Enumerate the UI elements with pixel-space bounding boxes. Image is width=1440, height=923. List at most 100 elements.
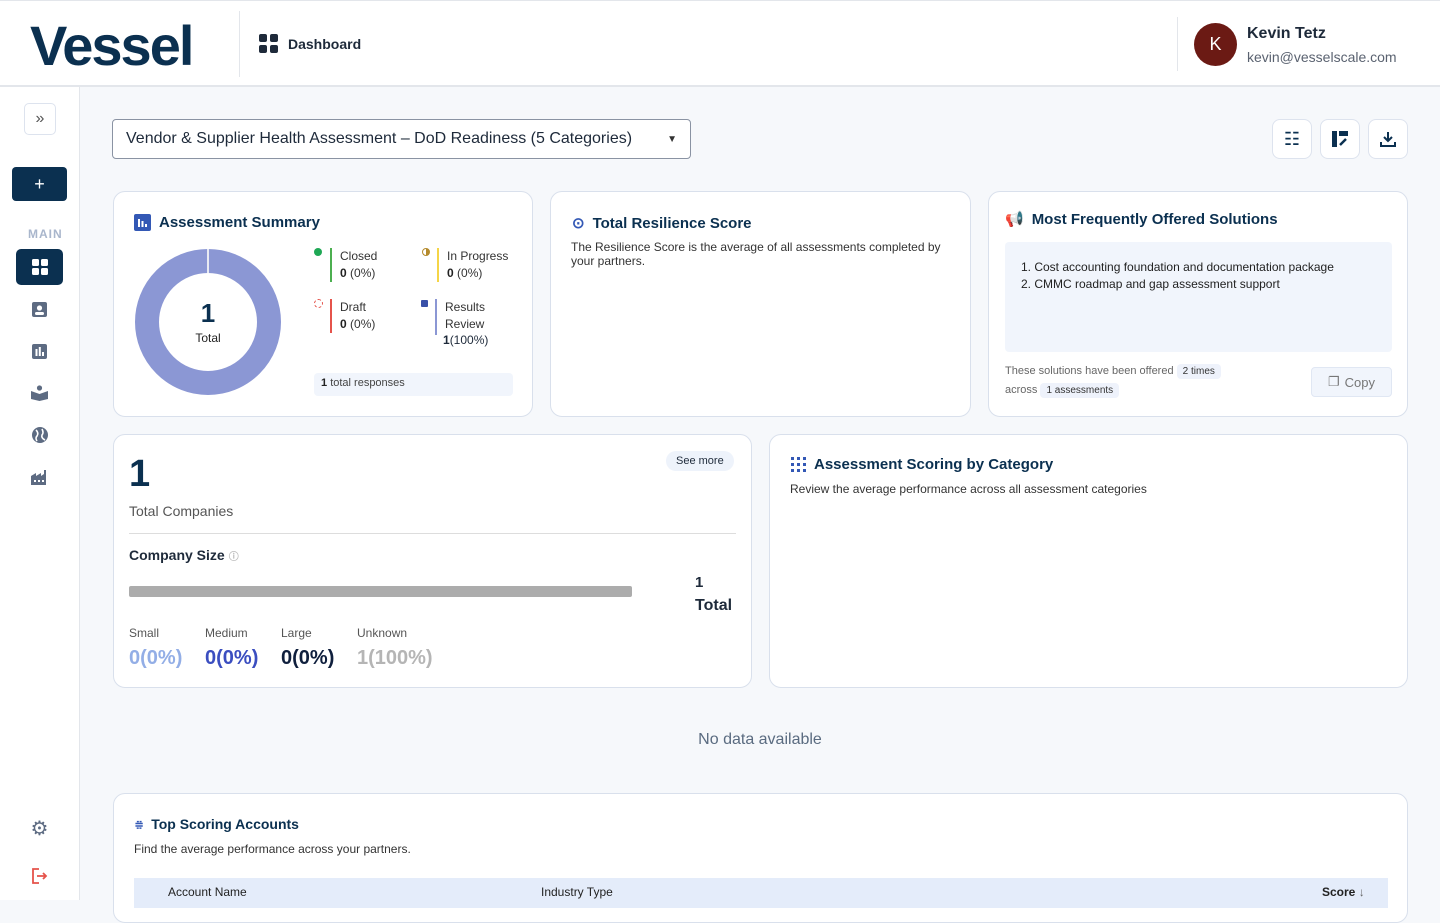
column-account-name[interactable]: Account Name <box>168 885 247 899</box>
download-icon <box>1380 132 1396 147</box>
company-size-total: 1 Total <box>695 574 733 614</box>
donut-total: 1 <box>200 298 216 328</box>
size-label-small: Small <box>129 626 160 640</box>
scoring-category-card: Assessment Scoring by Category Review th… <box>769 434 1408 688</box>
column-industry-type[interactable]: Industry Type <box>541 885 613 899</box>
filter-button[interactable]: ☷ <box>1272 119 1312 159</box>
divider <box>1177 17 1178 71</box>
sliders-icon: ☷ <box>1283 128 1301 149</box>
size-value-large: 0(0%) <box>281 647 335 669</box>
bar-chart-icon <box>134 214 151 231</box>
times-chip: 2 times <box>1176 364 1221 379</box>
top-header: Vessel Dashboard K Kevin Tetz kevin@vess… <box>0 0 1440 87</box>
size-value-small: 0(0%) <box>129 647 183 669</box>
status-donut-chart <box>135 249 281 395</box>
legend-results-review-value: 1(100%) <box>443 333 489 347</box>
contacts-icon <box>32 301 47 317</box>
size-label-medium: Medium <box>205 626 248 640</box>
card-title: Most Frequently Offered Solutions <box>1031 210 1278 228</box>
copy-icon: ❐ <box>1327 374 1340 389</box>
assessment-select[interactable]: Vendor & Supplier Health Assessment – Do… <box>112 119 691 159</box>
divider <box>129 533 736 534</box>
user-name: Kevin Tetz <box>1247 25 1326 42</box>
card-title: Assessment Scoring by Category <box>814 456 1054 473</box>
solution-item: 1. Cost accounting foundation and docume… <box>1021 260 1334 274</box>
solutions-list: 1. Cost accounting foundation and docume… <box>1005 242 1392 352</box>
sidebar-item-factory[interactable] <box>16 459 63 495</box>
sidebar-item-contacts[interactable] <box>16 291 63 327</box>
company-size-title: Company Size ⓘ <box>129 547 239 563</box>
sidebar-item-globe[interactable] <box>16 417 63 453</box>
assessment-summary-card: Assessment Summary 1 Total Closed 0 (0%) … <box>113 191 533 417</box>
no-data-message: No data available <box>698 731 822 748</box>
legend-draft: Draft 0 (0%) <box>330 299 375 333</box>
expand-sidebar-button[interactable]: » <box>24 103 56 135</box>
gear-icon: ⚙ <box>30 817 49 840</box>
company-size-bar-unknown <box>129 586 632 597</box>
assessment-select-value: Vendor & Supplier Health Assessment – Do… <box>126 130 633 147</box>
see-more-button[interactable]: See more <box>666 451 734 471</box>
legend-results-review: Results Review <box>435 299 515 335</box>
companies-card: 1 Total Companies See more Company Size ⓘ… <box>113 434 752 688</box>
create-button[interactable]: + <box>12 167 67 201</box>
assessments-chip: 1 assessments <box>1040 383 1120 398</box>
company-count: 1 <box>129 453 151 495</box>
company-count-label: Total Companies <box>129 503 234 519</box>
sidebar: » + MAIN ⚙ <box>0 87 80 900</box>
donut-total-label: Total <box>195 331 221 345</box>
size-label-unknown: Unknown <box>357 626 408 640</box>
card-description: Review the average performance across al… <box>790 482 1147 496</box>
user-email: kevin@vesselscale.com <box>1247 49 1397 65</box>
copy-button[interactable]: ❐ Copy <box>1311 367 1392 397</box>
bar-chart-icon <box>32 343 47 359</box>
size-label-large: Large <box>281 626 312 640</box>
card-title: Assessment Summary <box>159 214 320 231</box>
card-description: The Resilience Score is the average of a… <box>571 240 941 268</box>
legend-closed: Closed 0 (0%) <box>330 248 377 282</box>
logout-button[interactable] <box>16 858 63 894</box>
divider <box>239 11 240 77</box>
solution-item: 2. CMMC roadmap and gap assessment suppo… <box>1021 277 1280 291</box>
solutions-card: 📢 Most Frequently Offered Solutions 1. Co… <box>988 191 1408 417</box>
layout-edit-icon <box>1332 131 1348 147</box>
settings-button[interactable]: ⚙ <box>16 810 63 846</box>
sidebar-item-dashboard[interactable] <box>16 249 63 285</box>
download-button[interactable] <box>1368 119 1408 159</box>
grid-dots-icon <box>791 457 806 472</box>
check-circle-icon <box>314 248 322 256</box>
draft-icon <box>314 299 323 308</box>
size-value-medium: 0(0%) <box>205 647 259 669</box>
customize-layout-button[interactable] <box>1320 119 1360 159</box>
card-title: Top Scoring Accounts <box>151 815 299 832</box>
table-header: Account Name Industry Type Score ↓ <box>134 878 1388 908</box>
book-reader-icon <box>31 385 48 401</box>
resilience-score-card: ⊙ Total Resilience Score The Resilience S… <box>550 191 971 417</box>
offered-summary: These solutions have been offered 2 time… <box>1005 362 1221 400</box>
dashboard-icon <box>259 34 278 53</box>
review-icon <box>421 300 428 307</box>
nav-dashboard-label: Dashboard <box>288 35 362 52</box>
plus-icon: + <box>34 173 45 194</box>
chevrons-right-icon: » <box>35 110 45 127</box>
caret-down-icon: ▼ <box>667 133 677 145</box>
vessel-logo[interactable]: Vessel <box>30 14 194 77</box>
gauge-icon: ⊙ <box>572 215 585 232</box>
section-label: MAIN <box>28 227 63 241</box>
sidebar-item-reports[interactable] <box>16 333 63 369</box>
legend-in-progress: In Progress 0 (0%) <box>437 248 508 282</box>
sidebar-item-learning[interactable] <box>16 375 63 411</box>
sort-bars-icon: ⩷ <box>135 815 144 831</box>
column-score[interactable]: Score ↓ <box>1322 885 1365 899</box>
arrow-down-icon: ↓ <box>1358 885 1365 899</box>
logout-icon <box>32 868 48 884</box>
dashboard-icon <box>31 259 48 275</box>
card-title: Total Resilience Score <box>592 214 752 232</box>
globe-icon <box>31 427 48 443</box>
in-progress-icon <box>422 248 430 256</box>
megaphone-icon: 📢 <box>1005 211 1024 228</box>
avatar[interactable]: K <box>1194 23 1237 66</box>
nav-dashboard[interactable]: Dashboard <box>259 34 361 53</box>
factory-icon <box>31 469 46 485</box>
card-description: Find the average performance across your… <box>134 842 411 856</box>
total-responses: 1 total responses <box>314 373 513 396</box>
